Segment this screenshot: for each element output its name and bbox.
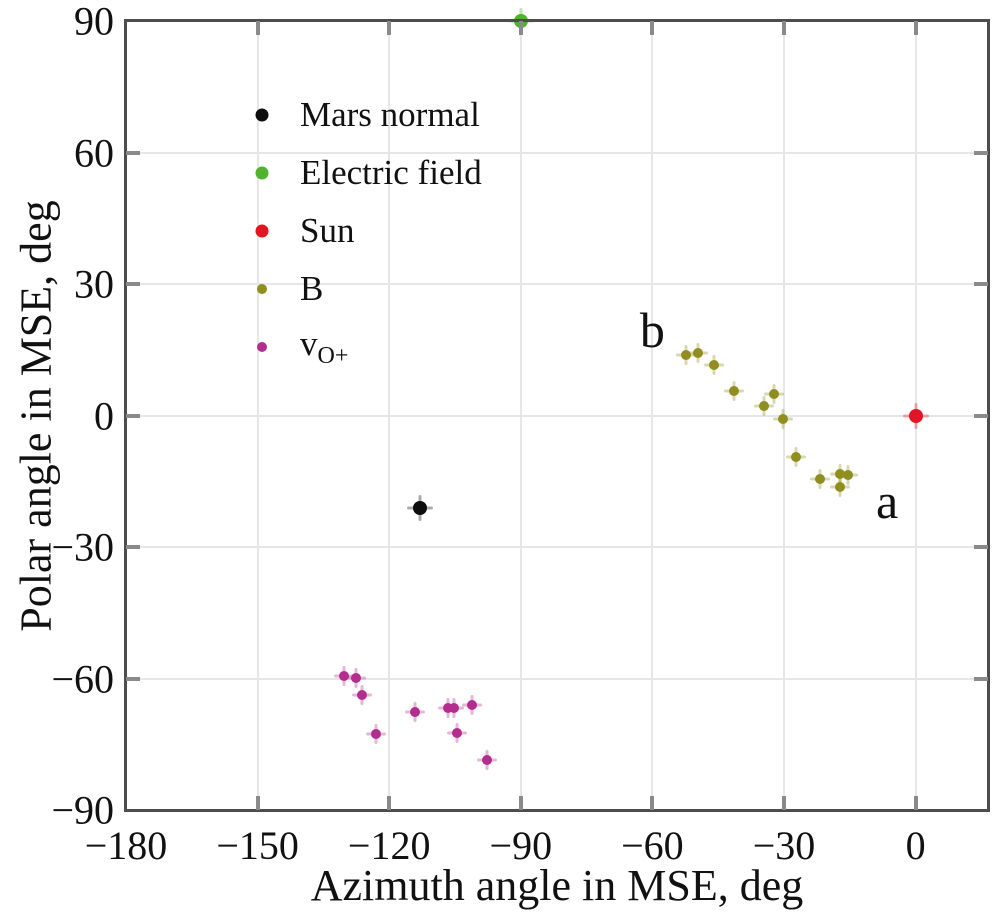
- data-point-b: [729, 385, 739, 396]
- y-tick-label: −90: [51, 787, 114, 833]
- data-point-mars-normal: [412, 500, 427, 515]
- legend-label: vO+: [300, 324, 349, 369]
- data-point-b: [843, 470, 854, 481]
- y-tick-label: 60: [74, 130, 114, 175]
- tick-mark-right: [974, 150, 988, 155]
- data-point-b: [835, 468, 846, 479]
- data-point-vo-: [466, 699, 477, 710]
- legend-label: Electric field: [300, 153, 482, 192]
- data-point-b: [790, 451, 801, 462]
- data-point-vo-: [448, 702, 459, 713]
- data-point-vo-: [409, 706, 420, 717]
- data-point-b: [759, 401, 770, 412]
- data-point-b: [680, 350, 691, 361]
- tick-mark-bottom: [255, 796, 260, 810]
- legend-marker: [257, 342, 267, 352]
- x-tick-label: −150: [216, 823, 299, 868]
- x-tick-label: −180: [84, 823, 168, 868]
- x-tick-label: −30: [752, 823, 816, 868]
- data-point-b: [768, 388, 779, 399]
- tick-mark-bottom: [913, 796, 918, 810]
- tick-mark-top: [387, 21, 392, 35]
- annotation-b: b: [639, 302, 665, 359]
- data-point-vo-: [451, 727, 462, 738]
- data-point-vo-: [442, 702, 453, 713]
- y-tick-label: 0: [94, 393, 114, 438]
- tick-mark-left: [126, 545, 140, 549]
- gridline-y: [126, 677, 988, 680]
- data-point-b: [835, 481, 846, 492]
- data-point-b: [777, 414, 788, 425]
- data-point-sun: [908, 408, 923, 423]
- legend-marker: [255, 108, 269, 122]
- legend-label: B: [300, 269, 324, 308]
- data-point-vo-: [338, 670, 349, 681]
- x-tick-label: 0: [905, 823, 926, 868]
- tick-mark-right: [974, 282, 988, 286]
- y-tick-label: −60: [51, 656, 114, 701]
- gridline-y: [126, 283, 988, 285]
- tick-mark-bottom: [518, 796, 523, 810]
- gridline-y: [126, 546, 988, 548]
- x-tick-label: −60: [621, 823, 684, 868]
- tick-mark-left: [126, 150, 140, 155]
- tick-mark-left: [126, 676, 140, 681]
- data-point-vo-: [371, 728, 382, 739]
- data-point-vo-: [356, 689, 367, 700]
- legend-marker: [255, 224, 269, 238]
- tick-mark-left: [126, 282, 140, 286]
- tick-mark-bottom: [387, 796, 392, 810]
- x-tick-label: −120: [347, 823, 431, 868]
- y-tick-label: 90: [74, 0, 114, 44]
- data-point-vo-: [350, 672, 361, 683]
- x-tick-label: −90: [489, 823, 553, 868]
- data-point-vo-: [481, 755, 492, 766]
- tick-mark-top: [255, 21, 260, 35]
- tick-mark-top: [518, 21, 523, 35]
- tick-mark-bottom: [782, 796, 786, 810]
- tick-mark-top: [913, 21, 918, 35]
- gridline-y: [126, 151, 988, 154]
- y-tick-label: −30: [51, 524, 114, 570]
- tick-mark-left: [126, 413, 140, 418]
- legend-label: Sun: [300, 211, 355, 250]
- tick-mark-right: [974, 413, 988, 418]
- tick-mark-top: [650, 21, 655, 35]
- data-point-b: [814, 473, 825, 484]
- data-point-b: [692, 348, 703, 359]
- legend-marker: [255, 166, 269, 180]
- y-tick-label: 30: [74, 261, 114, 307]
- tick-mark-top: [782, 21, 786, 35]
- x-axis-title: Azimuth angle in MSE, deg: [310, 861, 804, 910]
- legend-marker: [257, 284, 267, 294]
- legend-label: Mars normal: [300, 95, 480, 134]
- annotation-a: a: [875, 472, 899, 529]
- data-point-b: [708, 359, 719, 370]
- tick-mark-right: [974, 545, 988, 549]
- tick-mark-bottom: [650, 796, 655, 810]
- tick-mark-right: [974, 676, 988, 681]
- gridline-y: [126, 414, 988, 417]
